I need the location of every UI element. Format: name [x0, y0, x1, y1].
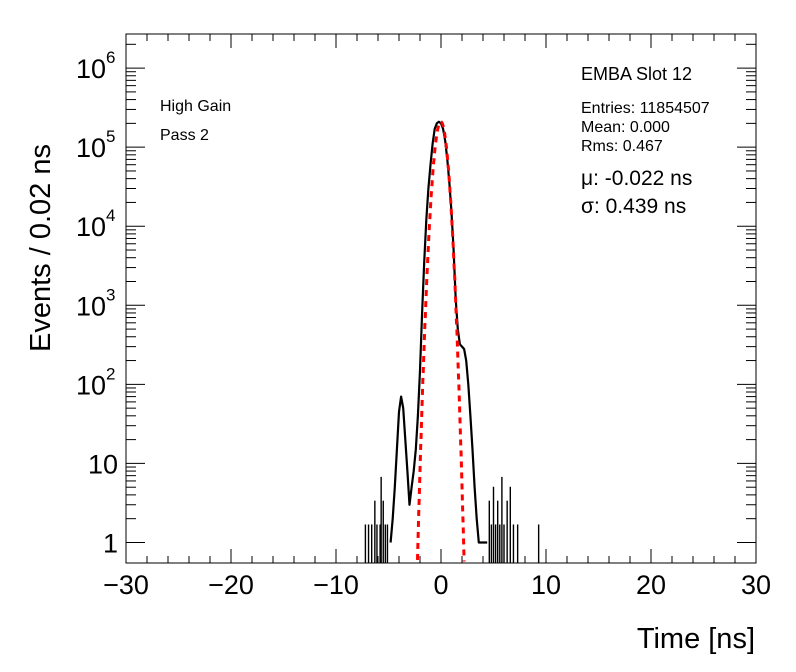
- x-tick-label: 0: [433, 570, 448, 600]
- x-tick-label: 20: [636, 570, 666, 600]
- module-title: EMBA Slot 12: [581, 64, 693, 84]
- stat-entries: Entries: 11854507: [581, 100, 710, 117]
- x-tick-label: 10: [531, 570, 561, 600]
- fit-sigma: σ: 0.439 ns: [581, 195, 687, 218]
- y-tick-exponent: 6: [106, 48, 115, 67]
- axis-ticks: [125, 34, 757, 563]
- y-tick-exponent: 3: [106, 285, 115, 304]
- x-tick-label: −30: [103, 570, 149, 600]
- y-tick-label: 10: [88, 449, 118, 479]
- x-tick-labels: −30 −20 −10 0 10 20 30: [103, 570, 771, 600]
- y-tick-label: 10: [76, 54, 106, 84]
- x-tick-label: 30: [741, 570, 771, 600]
- fit-mu: μ: -0.022 ns: [581, 167, 693, 190]
- stat-mean: Mean: 0.000: [581, 119, 670, 136]
- x-tick-label: −10: [313, 570, 359, 600]
- x-tick-label: −20: [208, 570, 254, 600]
- timing-histogram-line: [389, 120, 488, 544]
- stat-rms: Rms: 0.467: [581, 138, 663, 155]
- y-tick-exponent: 5: [106, 127, 115, 146]
- y-tick-label: 1: [103, 528, 118, 558]
- y-tick-label: 10: [76, 133, 106, 163]
- gaussian-fit-curve: [416, 120, 466, 562]
- y-tick-exponent: 4: [106, 206, 115, 225]
- y-tick-label: 10: [76, 291, 106, 321]
- pass-label: Pass 2: [160, 127, 209, 144]
- y-tick-label: 10: [76, 370, 106, 400]
- y-tick-label: 10: [76, 212, 106, 242]
- gain-label: High Gain: [160, 98, 232, 115]
- series-group: [364, 120, 540, 563]
- y-tick-exponent: 2: [106, 364, 115, 383]
- y-axis-label: Events / 0.02 ns: [25, 144, 57, 352]
- x-axis-label: Time [ns]: [637, 623, 755, 655]
